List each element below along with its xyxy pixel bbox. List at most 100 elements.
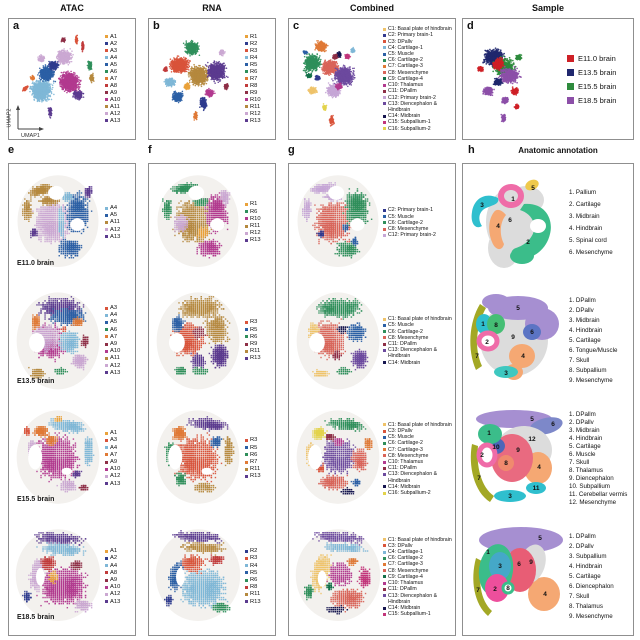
spatial-section-rna-e13: R3 R5 R6 R9 R11 R13	[149, 282, 275, 400]
anatomy-list-item: 1. DPallm	[569, 297, 596, 304]
legend-atac-clusters: A1 A2 A3 A4 A5 A6 A7 A8 A9 A10 A11 A12 A13	[105, 19, 135, 139]
legend-item: R8	[245, 83, 275, 90]
legend-item: R7	[245, 459, 275, 466]
legend-item: C13: Diencephalon & Hindbrain	[383, 593, 455, 605]
anatomy-region-number: 3	[498, 563, 502, 570]
legend-label: C13: Diencephalon & Hindbrain	[388, 592, 438, 605]
legend-item: A12	[105, 111, 135, 118]
legend-swatch	[105, 482, 108, 486]
legend-atac-e15: A1 A3 A4 A7 A9 A10 A12 A13	[105, 400, 135, 518]
legend-item: E13.5 brain	[567, 68, 633, 77]
legend-item: A5	[105, 319, 135, 326]
legend-label: A13	[110, 369, 121, 376]
legend-label: R12	[250, 230, 261, 237]
legend-item: R11	[245, 348, 275, 355]
legend-item: C9: Cartilage-4	[383, 574, 455, 580]
anatomic-annotation-title: Anatomic annotation	[518, 146, 598, 155]
legend-swatch	[567, 54, 574, 62]
legend-swatch	[383, 40, 386, 44]
legend-item: C2: Primary brain-1	[383, 207, 455, 213]
legend-swatch	[383, 460, 386, 464]
legend-item: C14: Midbrain	[383, 360, 455, 366]
anatomy-list-item: 9. Mesenchyme	[569, 377, 613, 384]
legend-item: A8	[105, 570, 135, 577]
anatomy-region-number: 1	[486, 549, 490, 556]
legend-label: E11.0 brain	[578, 53, 616, 63]
legend-item: R5	[245, 570, 275, 577]
spatial-section-atac-e11: E11.0 brain A4 A5 A11 A12 A13	[9, 164, 135, 282]
legend-item: C8: Mesenchyme	[383, 568, 455, 574]
umap-axes-icon	[16, 105, 44, 131]
legend-swatch	[383, 342, 386, 346]
legend-label: A8	[110, 569, 118, 576]
legend-item: A4	[105, 205, 135, 212]
spatial-map-rna-e15	[154, 406, 242, 510]
legend-swatch	[383, 52, 386, 56]
legend-swatch	[383, 96, 386, 100]
legend-item: A1	[105, 430, 135, 437]
legend-label: A8	[110, 82, 118, 89]
legend-item: A13	[105, 370, 135, 377]
legend-item: A10	[105, 584, 135, 591]
legend-item: C1: Basal plate of hindbrain	[383, 26, 455, 32]
legend-label: R4	[250, 562, 258, 569]
legend-label: R7	[250, 75, 258, 82]
legend-label: R1	[250, 33, 258, 40]
legend-swatch	[383, 569, 386, 573]
legend-atac-e13: A3 A4 A5 A6 A7 A9 A10 A11 A12 A13	[105, 282, 135, 400]
legend-swatch	[245, 453, 248, 457]
legend-label: R13	[250, 355, 261, 362]
legend-item: C4: Cartilage-1	[383, 45, 455, 51]
anatomy-region-number: 10	[492, 444, 500, 451]
anatomy-region	[523, 324, 541, 340]
legend-label: C14: Midbrain	[388, 359, 421, 366]
legend-item: R11	[245, 591, 275, 598]
legend-swatch	[105, 91, 108, 95]
anatomy-list-item: 10. Subpallium	[569, 483, 610, 490]
anatomy-region-number: 5	[530, 416, 534, 423]
legend-label: E15.5 brain	[578, 81, 617, 91]
legend-label: A3	[110, 304, 118, 311]
anatomy-list-item: 3. Subpallium	[569, 553, 607, 560]
legend-label: R6	[250, 208, 258, 215]
anatomy-region	[473, 558, 492, 616]
legend-label: C3: DPallv	[388, 427, 413, 434]
legend-swatch	[245, 42, 248, 46]
legend-rna-e18: R2 R3 R4 R5 R6 R8 R11 R13	[245, 518, 275, 636]
legend-item: A6	[105, 69, 135, 76]
legend-item: R4	[245, 55, 275, 62]
anatomy-list-e15: 1. DPallm 2. DPallv 3. Midbrain 4. Hindbrai…	[569, 400, 631, 518]
anatomy-region-number: 4	[543, 591, 547, 598]
legend-label: C11: DPallm	[388, 586, 417, 593]
legend-item: R2	[245, 548, 275, 555]
legend-label: A3	[110, 437, 118, 444]
legend-item: C5: Muscle	[383, 51, 455, 57]
legend-swatch	[383, 466, 386, 470]
anatomy-list-item: 7. Skull	[569, 357, 590, 364]
legend-swatch	[105, 313, 108, 317]
legend-label: C8: Mesenchyme	[388, 567, 429, 574]
legend-item: R13	[245, 473, 275, 480]
legend-swatch	[105, 328, 108, 332]
legend-item: C11: DPallm	[383, 586, 455, 592]
spatial-section-rna-e18: R2 R3 R4 R5 R6 R8 R11 R13	[149, 518, 275, 636]
anatomy-region	[482, 294, 510, 310]
panel-f-spatial-rna: R1 R6 R10 R11 R12 R13 R3 R5 R6 R9 R11 R13 R3 R5 R6 R7…	[148, 163, 276, 636]
legend-swatch	[383, 27, 386, 31]
legend-label: C1: Basal plate of hindbrain	[388, 536, 452, 543]
legend-label: R10	[250, 215, 261, 222]
legend-label: A11	[110, 219, 120, 226]
legend-rna-e15: R3 R5 R6 R7 R11 R13	[245, 400, 275, 518]
legend-label: A4	[110, 562, 118, 569]
legend-swatch	[383, 120, 386, 124]
legend-label: R3	[250, 437, 258, 444]
legend-swatch	[245, 112, 248, 116]
legend-label: C5: Muscle	[388, 434, 414, 441]
legend-label: C5: Muscle	[388, 51, 414, 58]
legend-swatch	[245, 571, 248, 575]
panel-b-umap-rna: b R1 R2 R3 R4 R5 R6 R7 R8 R9 R10 R11 R12 R13	[148, 18, 276, 140]
legend-label: C14: Midbrain	[388, 604, 421, 611]
legend-item: C15: Subpallium-1	[383, 611, 455, 617]
legend-swatch	[105, 213, 108, 217]
